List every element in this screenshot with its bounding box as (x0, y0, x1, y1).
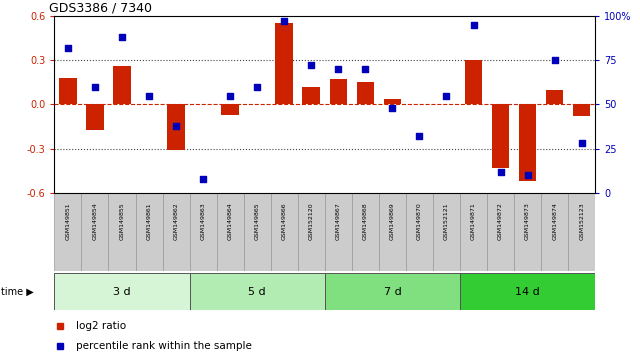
Bar (271, 193, 298, 271)
Bar (460, 273, 595, 310)
Bar (546, 90, 563, 104)
Text: GSM149874: GSM149874 (552, 202, 557, 240)
Point (306, 63, 316, 68)
Point (198, 176, 208, 182)
Point (252, 84, 262, 90)
Text: GSM149862: GSM149862 (173, 202, 179, 240)
Bar (460, 193, 487, 271)
Text: GSM149864: GSM149864 (228, 202, 233, 240)
Text: GSM149865: GSM149865 (255, 202, 260, 240)
Bar (492, 104, 509, 168)
Point (360, 66, 371, 72)
Bar (221, 104, 239, 115)
Bar (487, 193, 514, 271)
Bar (303, 87, 320, 104)
Text: GSM149867: GSM149867 (336, 202, 341, 240)
Text: GSM149855: GSM149855 (120, 202, 125, 240)
Bar (465, 60, 483, 104)
Bar (356, 82, 374, 104)
Bar (54, 193, 81, 271)
Text: GDS3386 / 7340: GDS3386 / 7340 (49, 2, 152, 15)
Text: GSM149872: GSM149872 (498, 202, 503, 240)
Text: GSM149866: GSM149866 (282, 202, 287, 240)
Bar (54, 273, 189, 310)
Point (90, 84, 100, 90)
Bar (189, 273, 325, 310)
Bar (519, 104, 536, 181)
Bar (59, 78, 77, 104)
Bar (352, 193, 379, 271)
Bar (330, 79, 347, 104)
Bar (573, 104, 591, 116)
Bar (86, 104, 104, 130)
Point (414, 133, 424, 139)
Text: GSM149851: GSM149851 (65, 202, 70, 240)
Text: 3 d: 3 d (113, 286, 131, 297)
Bar (275, 23, 293, 104)
Point (144, 93, 154, 98)
Bar (217, 193, 244, 271)
Point (468, 22, 479, 28)
Text: GSM149863: GSM149863 (200, 202, 205, 240)
Text: GSM149870: GSM149870 (417, 202, 422, 240)
Text: percentile rank within the sample: percentile rank within the sample (76, 341, 252, 350)
Bar (325, 193, 352, 271)
Bar (244, 193, 271, 271)
Point (522, 172, 532, 178)
Bar (298, 193, 325, 271)
Bar (81, 193, 109, 271)
Point (63, 45, 73, 51)
Text: 14 d: 14 d (515, 286, 540, 297)
Bar (379, 193, 406, 271)
Point (495, 169, 506, 175)
Point (117, 34, 127, 40)
Point (279, 18, 289, 24)
Text: GSM149868: GSM149868 (363, 202, 368, 240)
Point (442, 93, 452, 98)
Text: GSM149871: GSM149871 (471, 202, 476, 240)
Text: GSM149869: GSM149869 (390, 202, 395, 240)
Bar (433, 193, 460, 271)
Point (225, 93, 236, 98)
Text: 5 d: 5 d (248, 286, 266, 297)
Bar (325, 273, 460, 310)
Bar (189, 193, 217, 271)
Text: GSM149861: GSM149861 (147, 202, 152, 240)
Bar (514, 193, 541, 271)
Text: GSM152121: GSM152121 (444, 202, 449, 240)
Bar (163, 193, 189, 271)
Point (577, 141, 587, 146)
Text: GSM149873: GSM149873 (525, 202, 530, 240)
Bar (113, 66, 131, 104)
Text: 7 d: 7 d (383, 286, 401, 297)
Text: time ▶: time ▶ (1, 286, 34, 297)
Bar (568, 193, 595, 271)
Bar (406, 193, 433, 271)
Text: GSM152120: GSM152120 (308, 202, 314, 240)
Bar (383, 98, 401, 104)
Point (550, 57, 560, 63)
Point (171, 123, 181, 129)
Bar (167, 104, 185, 150)
Point (387, 105, 397, 111)
Text: GSM149854: GSM149854 (92, 202, 97, 240)
Text: log2 ratio: log2 ratio (76, 321, 126, 331)
Bar (541, 193, 568, 271)
Text: GSM152123: GSM152123 (579, 202, 584, 240)
Bar (109, 193, 136, 271)
Bar (136, 193, 163, 271)
Point (333, 66, 344, 72)
